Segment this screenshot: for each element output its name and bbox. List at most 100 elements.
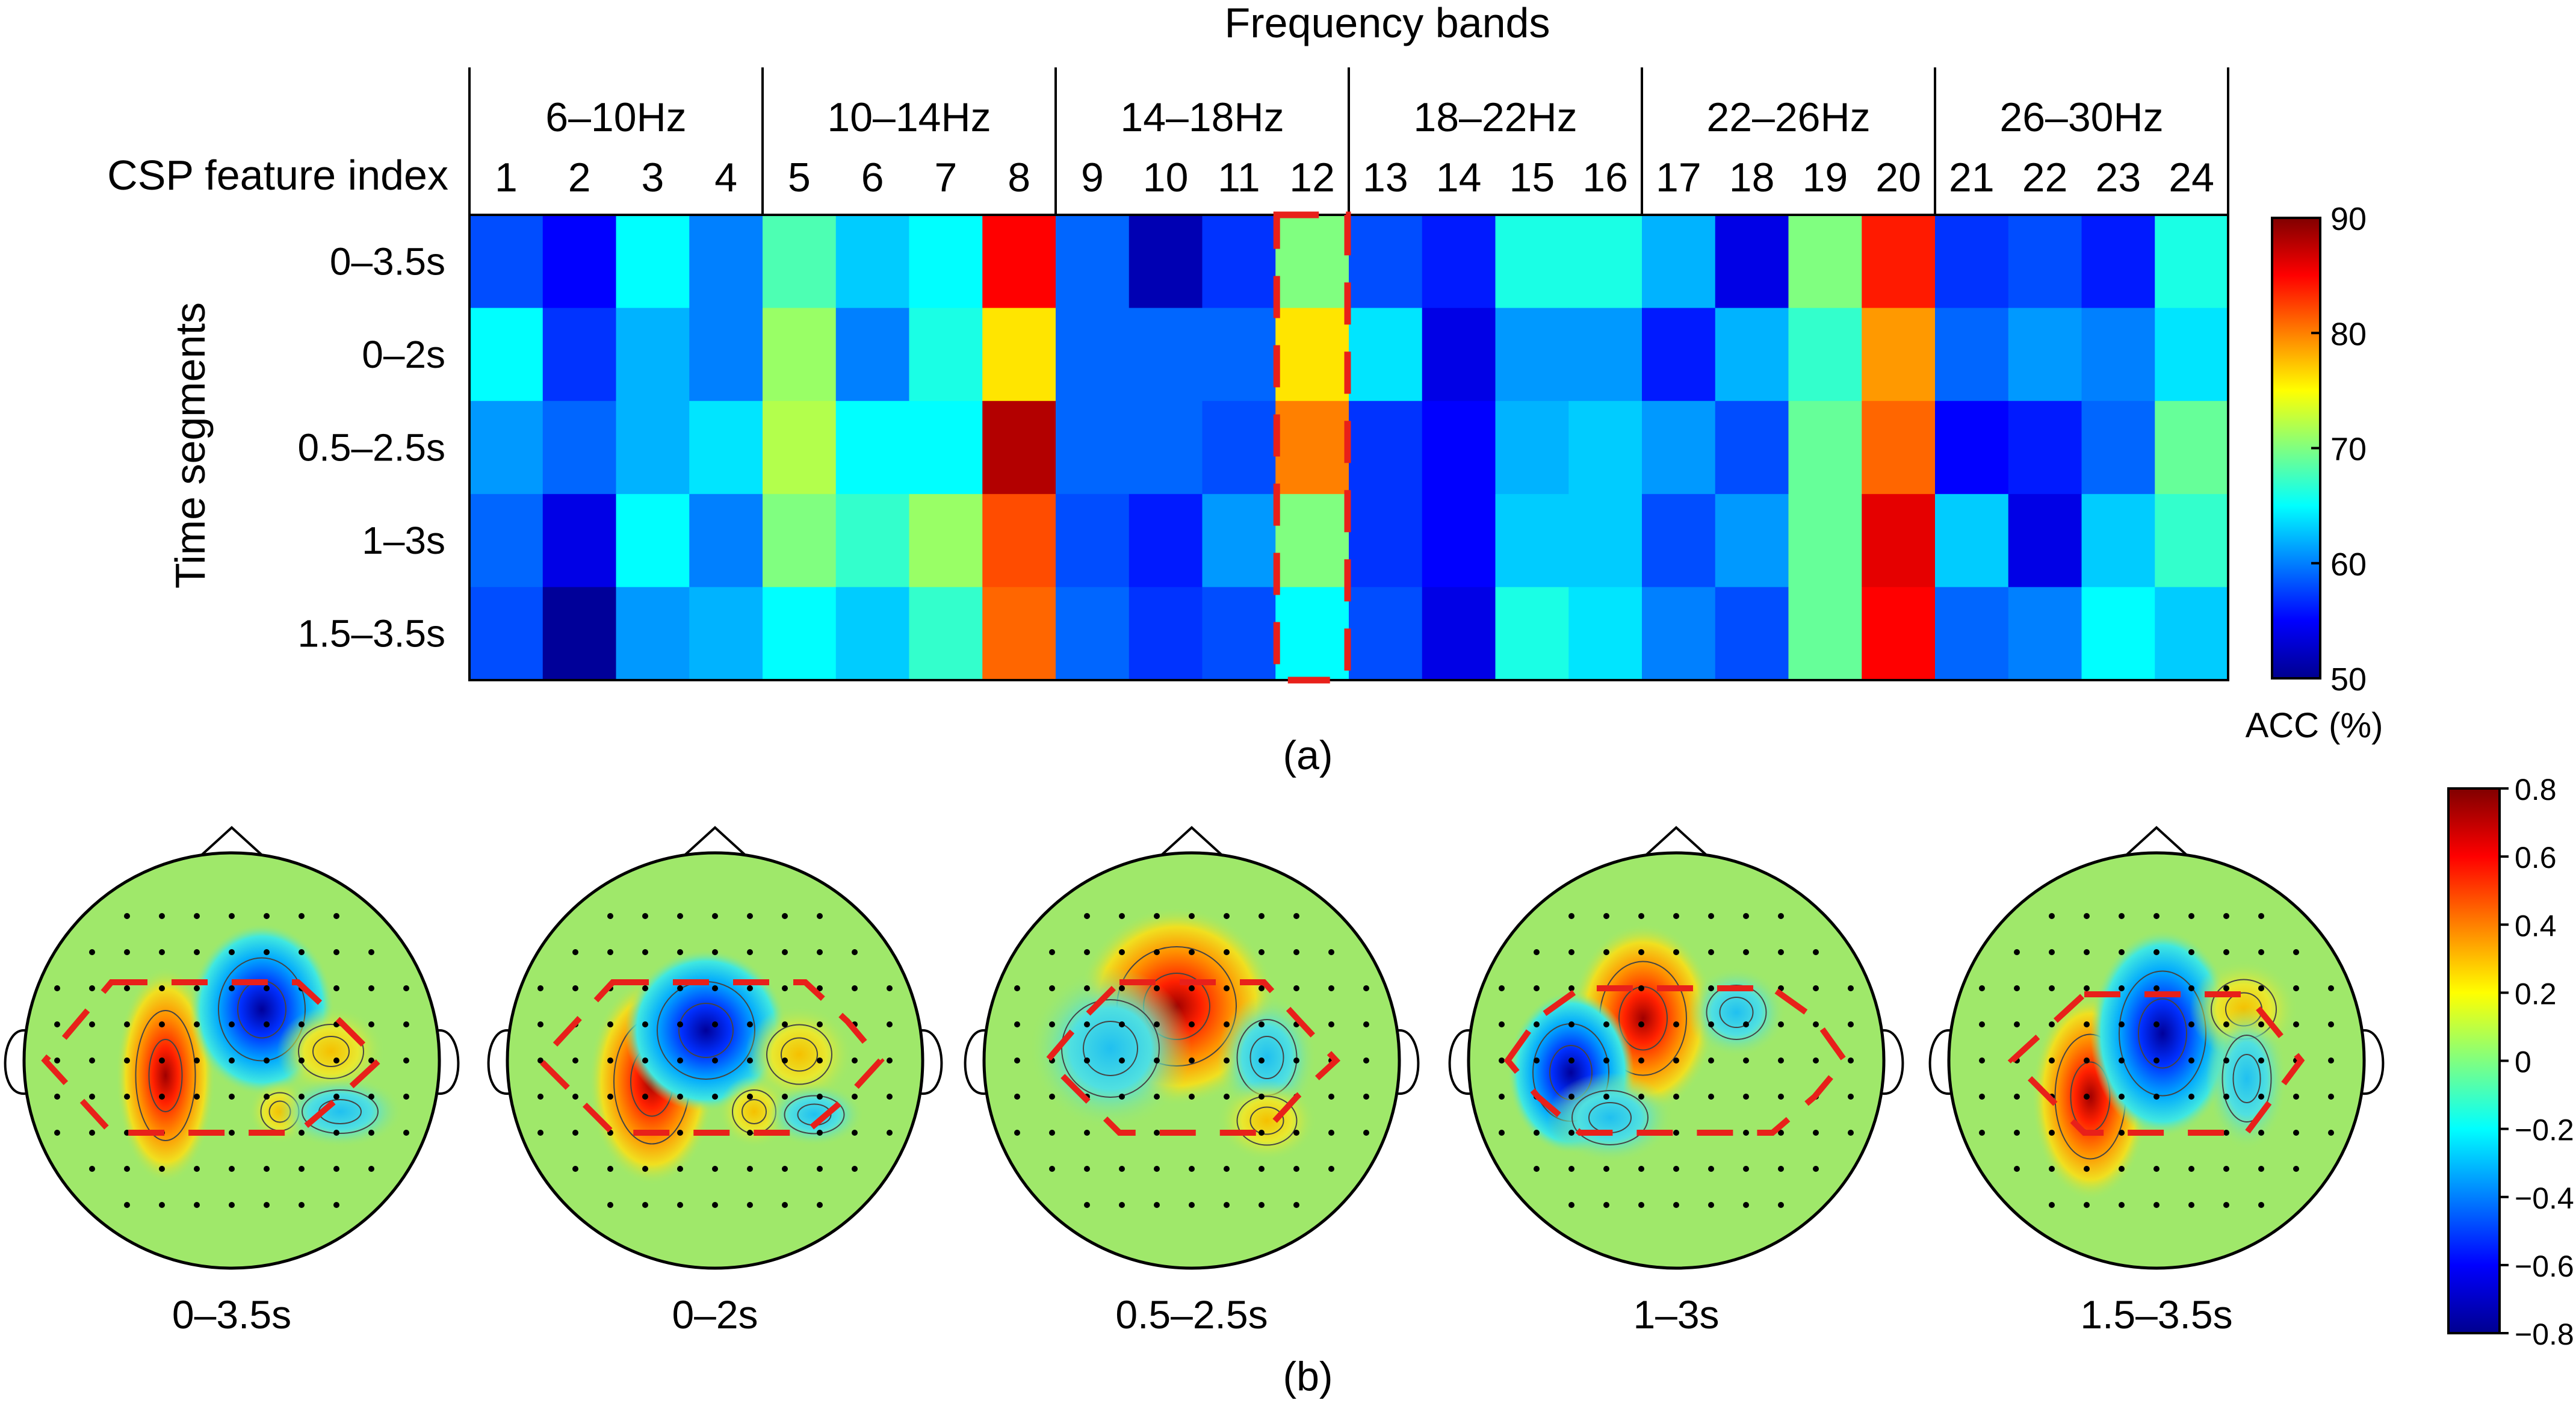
electrode-dot xyxy=(1259,1202,1265,1208)
heatmap-cell-r1-c6 xyxy=(835,215,910,309)
heatmap-cell-r2-c18 xyxy=(1715,308,1789,401)
csp-index-label: 21 xyxy=(1949,155,1995,200)
electrode-dot xyxy=(2084,913,2090,919)
electrode-dot xyxy=(333,1130,339,1136)
electrode-dot xyxy=(1638,1057,1644,1064)
activation-blob xyxy=(764,1083,864,1147)
electrode-dot xyxy=(333,1094,339,1100)
electrode-dot xyxy=(403,985,409,991)
electrode-dot xyxy=(54,985,60,991)
electrode-dot xyxy=(887,1021,893,1027)
electrode-dot xyxy=(1014,985,1020,991)
heatmap-cell-r1-c2 xyxy=(542,215,617,309)
electrode-dot xyxy=(1189,1202,1195,1208)
right-ear-outline xyxy=(2362,1029,2385,1095)
electrode-dot xyxy=(2258,985,2264,991)
heatmap-cell-r1-c17 xyxy=(1642,215,1716,309)
heatmap-cell-r2-c6 xyxy=(835,308,910,401)
electrode-dot xyxy=(1189,1094,1195,1100)
electrode-dot xyxy=(2119,985,2125,991)
electrode-dot xyxy=(572,949,578,955)
electrode-dot xyxy=(229,1130,235,1136)
electrode-dot xyxy=(1328,1166,1334,1172)
electrode-dot xyxy=(1673,1057,1679,1064)
electrode-dot xyxy=(299,1057,305,1064)
heatmap-cell-r5-c5 xyxy=(763,587,837,681)
frequency-band-label: 14–18Hz xyxy=(1120,94,1284,140)
electrode-dot xyxy=(229,949,235,955)
csp-index-label: 22 xyxy=(2022,155,2068,200)
electrode-dot xyxy=(124,1094,130,1100)
activation-blob xyxy=(1217,1080,1317,1162)
electrode-dot xyxy=(299,1166,305,1172)
heatmap-cell-r2-c22 xyxy=(2008,308,2082,401)
heatmap-cell-r3-c13 xyxy=(1349,401,1423,495)
electrode-dot xyxy=(1813,1166,1819,1172)
electrode-dot xyxy=(1673,1130,1679,1136)
electrode-dot xyxy=(607,949,613,955)
electrode-dot xyxy=(1084,913,1090,919)
csp-index-label: 15 xyxy=(1509,155,1555,200)
electrode-dot xyxy=(1534,1021,1540,1027)
electrode-dot xyxy=(1568,1130,1574,1136)
electrode-dot xyxy=(2084,1202,2090,1208)
electrode-dot xyxy=(642,1202,648,1208)
electrode-dot xyxy=(782,1057,788,1064)
electrode-dot xyxy=(1328,1021,1334,1027)
heatmap-cell-r5-c10 xyxy=(1129,587,1203,681)
electrode-dot xyxy=(333,1166,339,1172)
heatmap-cell-r4-c20 xyxy=(1862,494,1936,587)
electrode-dot xyxy=(1259,913,1265,919)
electrode-dot xyxy=(607,1021,613,1027)
heatmap-cell-r2-c4 xyxy=(689,308,763,401)
electrode-dot xyxy=(2014,985,2020,991)
electrode-dot xyxy=(368,1166,374,1172)
colorbar-tick-label: 90 xyxy=(2330,201,2367,237)
electrode-dot xyxy=(2188,1021,2194,1027)
electrode-dot xyxy=(1813,949,1819,955)
electrode-dot xyxy=(677,913,683,919)
electrode-dot xyxy=(572,1094,578,1100)
electrode-dot xyxy=(1743,913,1749,919)
electrode-dot xyxy=(607,1202,613,1208)
electrode-dot xyxy=(159,1166,165,1172)
electrode-dot xyxy=(1049,1021,1055,1027)
index-labels: 1 2 3 4 5 6 7 8 9 10 11 12 13 14 15 16 17 18 19 20 21 22 23 24 xyxy=(495,155,2214,200)
head-outline xyxy=(22,851,441,1270)
frequency-band-label: 22–26Hz xyxy=(1706,94,1870,140)
electrode-dot xyxy=(2293,985,2299,991)
heatmap-cell-r4-c17 xyxy=(1642,494,1716,587)
electrode-dot xyxy=(2084,1166,2090,1172)
heatmap-cell-r4-c22 xyxy=(2008,494,2082,587)
electrode-dot xyxy=(2153,1094,2160,1100)
electrode-dot xyxy=(2084,1057,2090,1064)
electrode-dot xyxy=(1084,985,1090,991)
electrode-dot xyxy=(1014,1130,1020,1136)
electrode-dot xyxy=(2188,1057,2194,1064)
electrode-dot xyxy=(159,1021,165,1027)
csp-index-label: 11 xyxy=(1218,155,1260,200)
heatmap-cell-r2-c12 xyxy=(1275,308,1349,401)
heatmap-cell-r1-c20 xyxy=(1862,215,1936,309)
electrode-dot xyxy=(607,1057,613,1064)
electrode-dot xyxy=(2188,913,2194,919)
electrode-dot xyxy=(677,1130,683,1136)
electrode-dot xyxy=(2153,1057,2160,1064)
electrode-dot xyxy=(1603,949,1609,955)
heatmap-cell-r5-c1 xyxy=(469,587,543,681)
scalp-map: 1.5–3.5s xyxy=(1928,826,2385,1337)
electrode-dot xyxy=(299,949,305,955)
electrode-dot xyxy=(1259,1166,1265,1172)
heatmap-cell-r4-c2 xyxy=(542,494,617,587)
electrode-dot xyxy=(677,1166,683,1172)
electrode-dot xyxy=(2119,1202,2125,1208)
heatmap-cell-r1-c8 xyxy=(982,215,1056,309)
electrode-dot xyxy=(2153,985,2160,991)
electrode-dot xyxy=(2188,985,2194,991)
heatmap-cell-r5-c19 xyxy=(1788,587,1862,681)
contour-line xyxy=(2221,1035,2272,1122)
activation-blob xyxy=(2206,1006,2288,1151)
electrode-dot xyxy=(1603,1202,1609,1208)
electrode-dot xyxy=(607,1094,613,1100)
heatmap-cell-r4-c12 xyxy=(1275,494,1349,587)
